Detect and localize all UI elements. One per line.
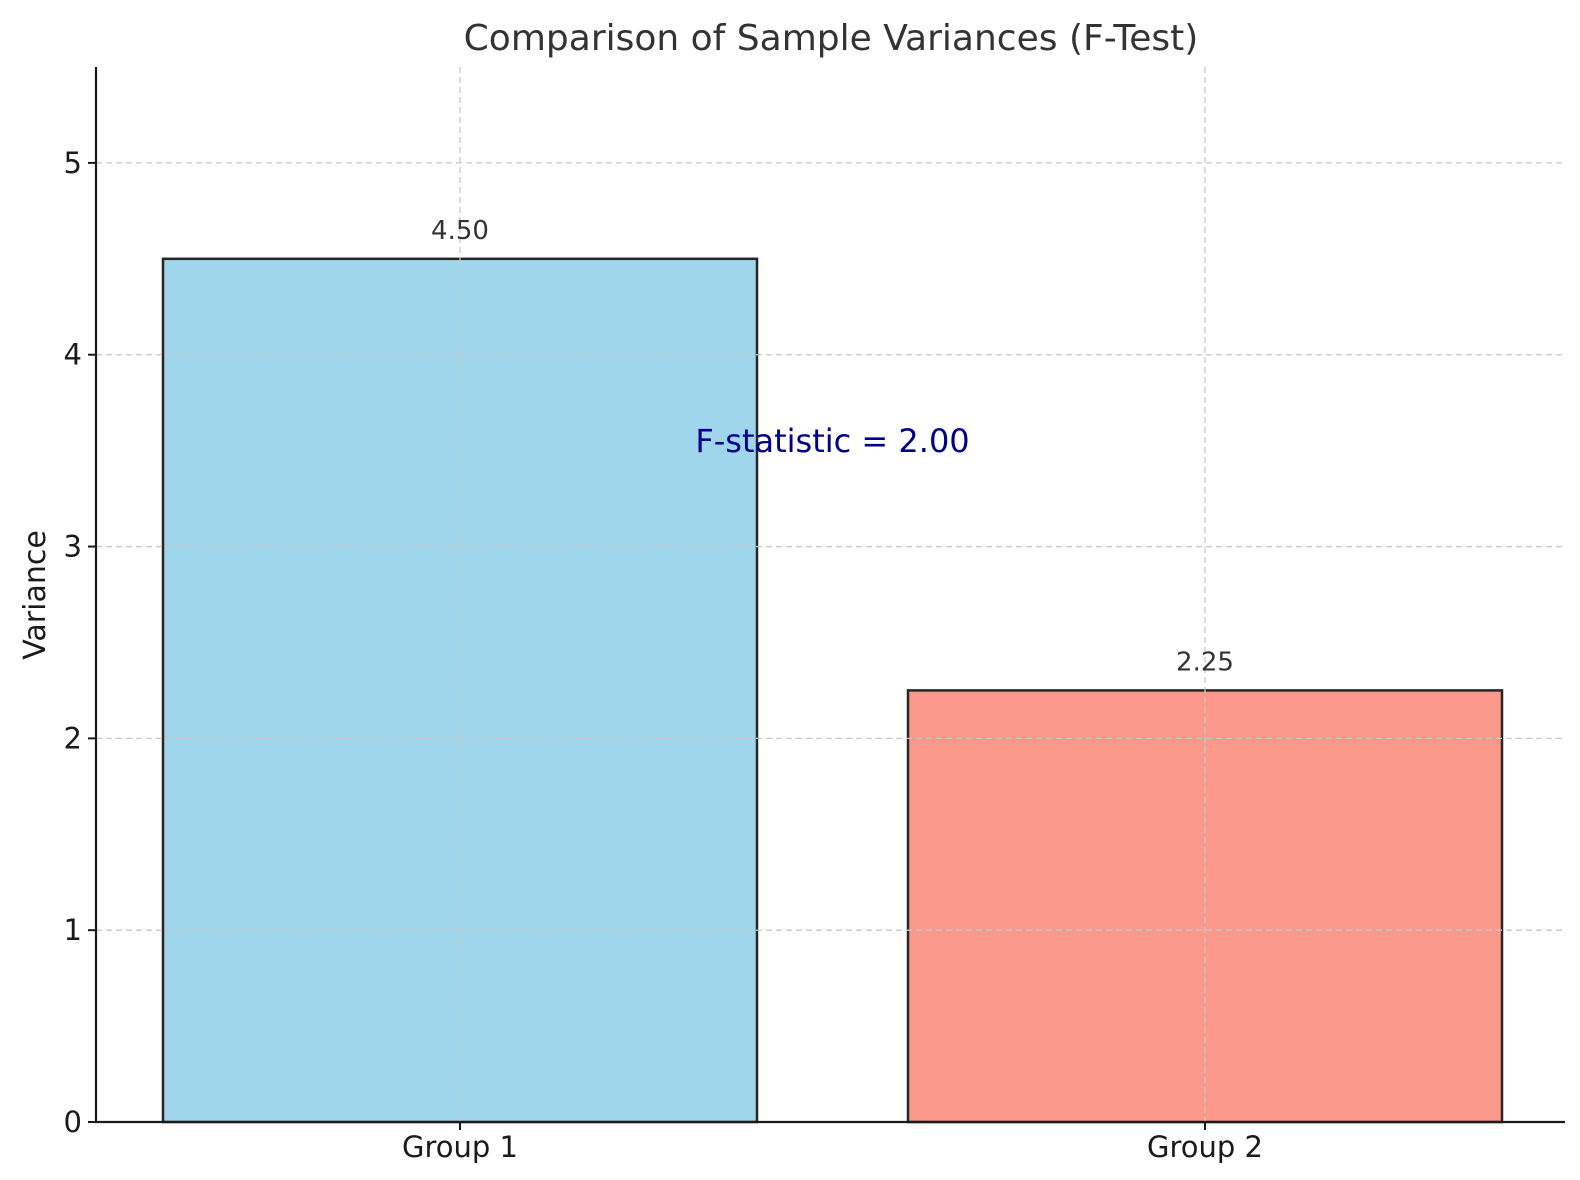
bar-value-label-1: 4.50 <box>431 216 489 246</box>
y-tick-label-1: 1 <box>64 913 82 947</box>
x-tick-label-2: Group 2 <box>1147 1130 1263 1164</box>
bars <box>161 257 1504 1124</box>
data-labels: 4.50 2.25 <box>431 216 1234 678</box>
x-tick-label-1: Group 1 <box>402 1130 518 1164</box>
axes: 0 1 2 3 4 5 Group 1 Group 2 <box>64 67 1565 1164</box>
y-tick-label-4: 4 <box>64 338 82 372</box>
grid <box>96 67 1565 1122</box>
y-tick-label-5: 5 <box>64 146 82 180</box>
f-statistic-annotation: F-statistic = 2.00 <box>695 422 969 460</box>
bar-value-label-2: 2.25 <box>1176 647 1234 677</box>
y-tick-label-3: 3 <box>64 530 82 564</box>
y-axis-label: Variance <box>18 530 53 660</box>
chart-title: Comparison of Sample Variances (F-Test) <box>464 18 1199 59</box>
y-tick-label-2: 2 <box>64 721 82 755</box>
y-tick-label-0: 0 <box>64 1105 82 1139</box>
